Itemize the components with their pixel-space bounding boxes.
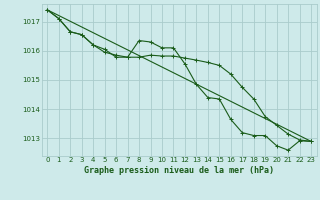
X-axis label: Graphe pression niveau de la mer (hPa): Graphe pression niveau de la mer (hPa) — [84, 166, 274, 175]
